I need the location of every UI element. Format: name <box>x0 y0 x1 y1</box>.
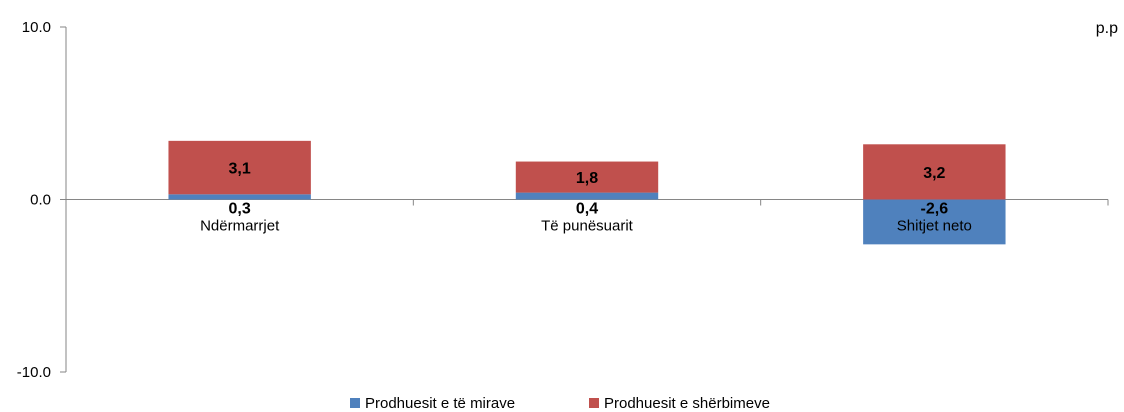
bar-goods <box>168 194 311 200</box>
bar-services <box>863 144 1006 200</box>
unit-label: p.p <box>1096 20 1118 37</box>
bar-services <box>515 161 659 193</box>
legend-label: Prodhuesit e të mirave <box>365 395 515 412</box>
data-label-services: 3,1 <box>229 161 251 178</box>
y-tick-label: 10.0 <box>22 19 51 36</box>
data-label-goods: -2,6 <box>921 201 949 218</box>
y-tick-label: -10.0 <box>17 364 51 381</box>
legend-swatch <box>350 398 360 408</box>
data-label-services: 3,2 <box>923 165 945 182</box>
legend-swatch <box>589 398 599 408</box>
data-label-goods: 0,4 <box>576 201 598 218</box>
bar-goods <box>863 199 1006 245</box>
data-label-goods: 0,3 <box>229 201 251 218</box>
legend: Prodhuesit e të mirave Prodhuesit e shërb… <box>350 395 770 412</box>
y-tick-label: 0.0 <box>30 192 51 209</box>
bars <box>168 140 1006 245</box>
data-label-services: 1,8 <box>576 170 598 187</box>
category-label: Shitjet neto <box>897 218 972 235</box>
bar-goods <box>515 192 659 200</box>
category-label: Të punësuarit <box>541 218 634 235</box>
legend-label: Prodhuesit e shërbimeve <box>604 395 770 412</box>
data-labels: Ndërmarrjet Të punësuarit Shitjet neto 3,1 0… <box>200 161 972 235</box>
category-label: Ndërmarrjet <box>200 218 280 235</box>
bar-services <box>168 140 311 195</box>
